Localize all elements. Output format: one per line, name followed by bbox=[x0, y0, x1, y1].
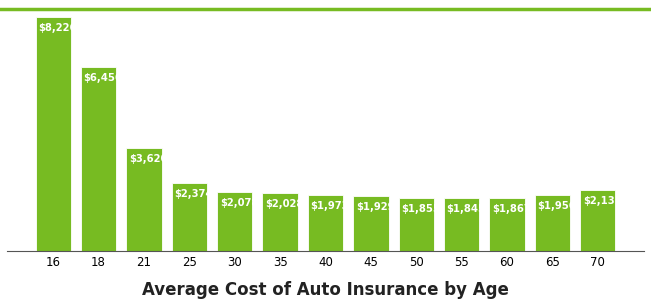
Text: $2,374: $2,374 bbox=[174, 189, 213, 199]
Bar bbox=[81, 67, 117, 251]
Bar bbox=[490, 198, 525, 251]
Bar bbox=[353, 196, 389, 251]
Bar bbox=[172, 183, 207, 251]
Text: $1,973: $1,973 bbox=[311, 201, 349, 211]
Bar bbox=[262, 193, 298, 251]
Text: $1,855: $1,855 bbox=[401, 204, 440, 214]
Bar bbox=[36, 17, 71, 251]
Bar bbox=[580, 190, 615, 251]
Bar bbox=[444, 198, 479, 251]
Text: $8,226: $8,226 bbox=[38, 23, 77, 33]
Bar bbox=[217, 192, 253, 251]
Text: $1,956: $1,956 bbox=[538, 201, 576, 211]
Text: $6,456: $6,456 bbox=[83, 73, 122, 83]
Bar bbox=[534, 195, 570, 251]
Text: $3,620: $3,620 bbox=[129, 154, 167, 164]
Bar bbox=[398, 198, 434, 251]
Bar bbox=[126, 148, 161, 251]
Text: $1,845: $1,845 bbox=[447, 204, 486, 215]
Text: $2,131: $2,131 bbox=[583, 196, 622, 206]
Text: $1,929: $1,929 bbox=[356, 202, 395, 212]
Text: $2,078: $2,078 bbox=[220, 198, 258, 208]
Bar bbox=[308, 195, 343, 251]
Text: $2,028: $2,028 bbox=[265, 199, 303, 209]
X-axis label: Average Cost of Auto Insurance by Age: Average Cost of Auto Insurance by Age bbox=[142, 281, 509, 299]
Text: $1,867: $1,867 bbox=[492, 204, 531, 214]
